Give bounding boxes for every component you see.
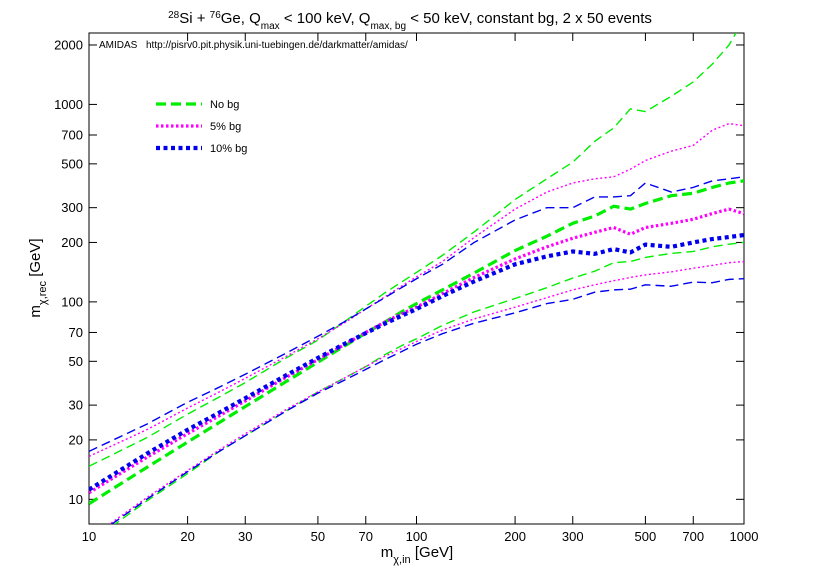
x-tick-label: 50: [311, 529, 325, 544]
y-tick-label: 1000: [54, 97, 83, 112]
y-tick-label: 200: [61, 235, 83, 250]
legend: No bg 5% bg 10% bg: [156, 99, 247, 155]
x-tick-label: 500: [635, 529, 657, 544]
title-sup-b: 76: [210, 10, 222, 21]
title-part-c: < 100 keV, Q: [280, 10, 371, 27]
x-axis-label-main: m: [381, 544, 394, 561]
title-part-a: Si +: [179, 10, 209, 27]
annotation-url: http://pisrv0.pit.physik.uni-tuebingen.d…: [146, 40, 408, 51]
x-tick-label: 30: [238, 529, 252, 544]
x-tick-label: 1000: [730, 529, 759, 544]
y-tick-label: 300: [61, 200, 83, 215]
title-part-d: < 50 keV, constant bg, 2 x 50 events: [406, 10, 652, 27]
legend-label-no-bg: No bg: [210, 99, 239, 111]
y-tick-label: 500: [61, 156, 83, 171]
series-line-10-bg-lower: [110, 278, 744, 524]
y-tick-label: 2000: [54, 37, 83, 52]
x-tick-label: 20: [180, 529, 194, 544]
y-tick-label: 10: [69, 492, 83, 507]
x-tick-label: 100: [406, 529, 428, 544]
y-axis-label: mχ,rec [GeV]: [27, 238, 49, 317]
series-line-5-bg-upper: [89, 122, 744, 458]
y-tick-label: 20: [69, 432, 83, 447]
ticks-layer: 10 20 30 50 70 100 200 300 500 700 1000 10 20 30 50 70 1…: [54, 33, 758, 544]
series-line-no-bg: [89, 179, 744, 506]
series-line-5-bg: [89, 207, 744, 495]
y-tick-label: 700: [61, 128, 83, 143]
legend-label-10-bg: 10% bg: [210, 143, 247, 155]
y-axis-label-sub: χ,rec: [37, 280, 49, 305]
title-sup-a: 28: [168, 10, 180, 21]
x-tick-label: 700: [682, 529, 704, 544]
y-axis-label-unit: [GeV]: [27, 238, 44, 281]
series-line-10-bg-upper: [89, 176, 744, 452]
title-sub-c: max: [261, 21, 280, 32]
x-axis-label: mχ,in [GeV]: [381, 544, 453, 566]
series-line-no-bg-upper: [89, 33, 737, 467]
title-sub-d: max, bg: [370, 21, 406, 32]
annotation-program: AMIDAS: [99, 40, 138, 51]
x-axis-label-sub: χ,in: [393, 554, 410, 566]
legend-label-5-bg: 5% bg: [210, 121, 241, 133]
y-tick-label: 50: [69, 354, 83, 369]
chart-title: 28Si + 76Ge, Qmax < 100 keV, Qmax, bg < …: [168, 10, 652, 32]
y-axis-label-main: m: [27, 305, 44, 318]
x-axis-label-unit: [GeV]: [411, 544, 454, 561]
series-layer: [89, 33, 744, 524]
x-tick-label: 300: [562, 529, 584, 544]
series-line-no-bg-lower: [114, 241, 744, 524]
series-line-10-bg: [89, 232, 744, 492]
y-tick-label: 100: [61, 294, 83, 309]
y-tick-label: 70: [69, 325, 83, 340]
title-part-b: Ge, Q: [221, 10, 261, 27]
x-tick-label: 70: [359, 529, 373, 544]
y-tick-label: 30: [69, 398, 83, 413]
series-line-5-bg-lower: [108, 260, 744, 524]
x-tick-label: 10: [82, 529, 96, 544]
x-tick-label: 200: [504, 529, 526, 544]
